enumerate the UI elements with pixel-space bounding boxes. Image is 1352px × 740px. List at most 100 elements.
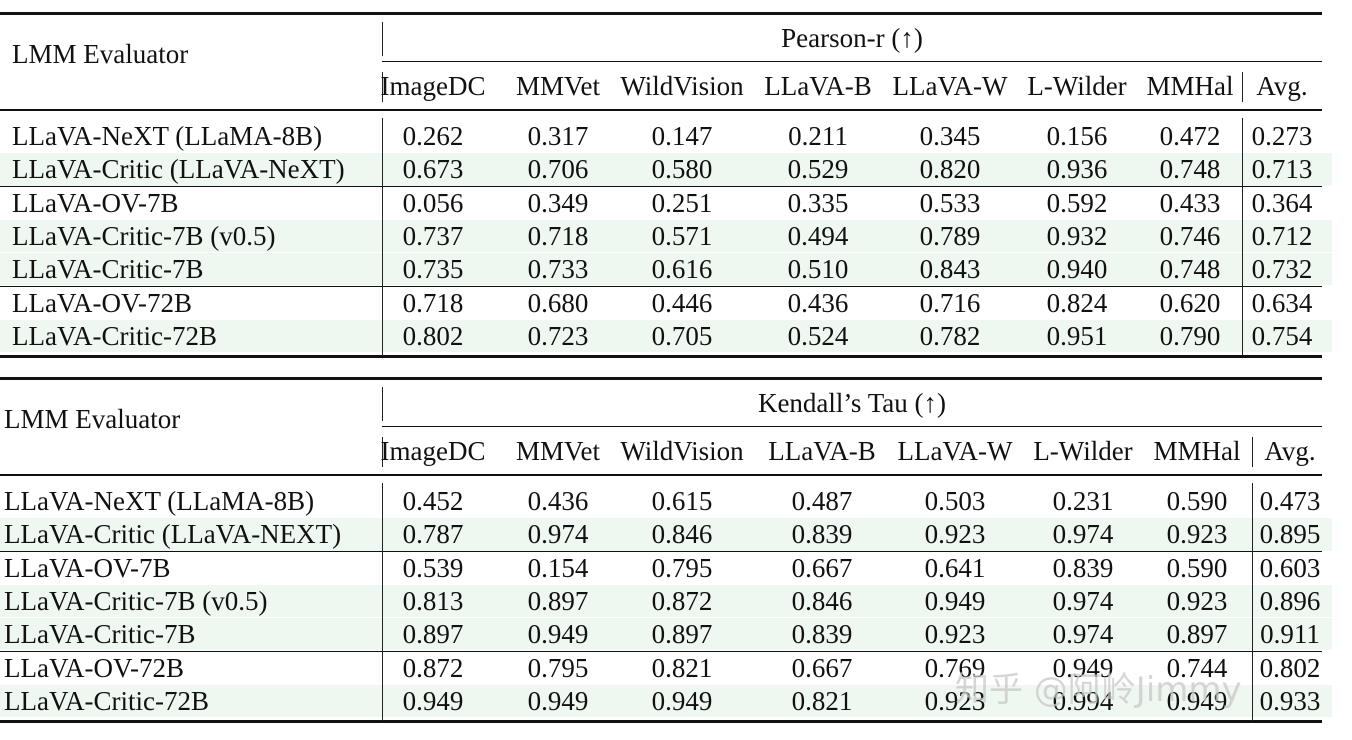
row-highlight <box>380 319 1332 353</box>
table-row: LLaVA-OV-72B 0.718 0.680 0.446 0.436 0.716 0.8… <box>0 287 1332 320</box>
table-row: LLaVA-OV-72B 0.872 0.795 0.821 0.667 0.769 0.9… <box>0 652 1332 685</box>
row-highlight <box>0 518 380 551</box>
column-header: ImageDC <box>380 436 486 466</box>
model-name: LLaVA-NeXT (LLaMA-8B) <box>4 486 315 516</box>
bottom-rule <box>0 720 1322 723</box>
score-cell: 0.824 <box>1046 287 1108 318</box>
score-cell: 0.795 <box>651 552 713 583</box>
table-row: LLaVA-NeXT (LLaMA-8B) 0.262 0.317 0.147 0.21… <box>0 120 1332 153</box>
score-cell: 0.473 <box>1259 486 1321 516</box>
table-row: LLaVA-Critic-7B 0.897 0.949 0.897 0.839 0.923… <box>0 618 1332 651</box>
bottom-rule <box>0 355 1322 358</box>
score-cell: 0.723 <box>527 320 589 351</box>
score-cell: 0.620 <box>1159 287 1221 318</box>
column-header: ImageDC <box>380 71 486 101</box>
row-highlight <box>0 253 380 286</box>
column-header: L-Wilder <box>1033 436 1133 466</box>
model-name: LLaVA-Critic (LLaVA-NEXT) <box>4 519 342 550</box>
score-cell: 0.335 <box>787 187 849 218</box>
score-cell: 0.718 <box>402 287 464 318</box>
score-cell: 0.787 <box>402 519 464 550</box>
row-highlight <box>380 618 1332 651</box>
score-cell: 0.349 <box>527 187 589 218</box>
score-cell: 0.524 <box>787 320 849 351</box>
score-cell: 0.503 <box>924 486 986 516</box>
score-cell: 0.603 <box>1259 552 1321 583</box>
score-cell: 0.533 <box>919 187 981 218</box>
score-cell: 0.571 <box>651 220 713 251</box>
score-cell: 0.345 <box>919 121 981 151</box>
table-row: LLaVA-Critic-7B (v0.5) 0.737 0.718 0.571 0.4… <box>0 220 1332 253</box>
score-cell: 0.872 <box>651 585 713 616</box>
score-cell: 0.744 <box>1166 652 1228 683</box>
group-rule <box>0 185 1322 187</box>
score-cell: 0.795 <box>527 652 589 683</box>
score-cell: 0.895 <box>1259 519 1321 550</box>
score-cell: 0.839 <box>1052 552 1114 583</box>
table-row: LLaVA-NeXT (LLaMA-8B) 0.452 0.436 0.615 0.48… <box>0 485 1332 518</box>
score-cell: 0.951 <box>1046 320 1108 351</box>
group-rule <box>0 650 1322 652</box>
column-vline <box>382 437 383 467</box>
score-cell: 0.667 <box>791 552 853 583</box>
model-name: LLaVA-Critic (LLaVA-NeXT) <box>12 154 345 185</box>
column-header: LLaVA-W <box>897 436 1013 466</box>
avg-vline <box>1252 437 1253 467</box>
score-cell: 0.529 <box>787 154 849 185</box>
row-highlight <box>0 219 380 253</box>
model-name: LLaVA-OV-72B <box>12 287 192 318</box>
score-cell: 0.748 <box>1159 154 1221 185</box>
score-cell: 0.211 <box>788 121 848 151</box>
group-rule <box>0 550 1322 552</box>
column-header: L-Wilder <box>1027 71 1127 101</box>
score-cell: 0.802 <box>1259 652 1321 683</box>
score-cell: 0.897 <box>527 585 589 616</box>
score-cell: 0.911 <box>1260 619 1320 650</box>
score-cell: 0.147 <box>651 121 713 151</box>
model-name: LLaVA-Critic-7B <box>4 619 196 650</box>
score-cell: 0.737 <box>402 220 464 251</box>
score-cell: 0.718 <box>527 220 589 251</box>
score-cell: 0.251 <box>651 187 713 218</box>
score-cell: 0.706 <box>527 154 589 185</box>
score-cell: 0.949 <box>1052 652 1114 683</box>
model-name: LLaVA-OV-72B <box>4 652 184 683</box>
row-highlight <box>380 684 1332 718</box>
column-header: MMVet <box>515 436 600 466</box>
score-cell: 0.872 <box>402 652 464 683</box>
header-rule <box>0 109 1322 111</box>
metric-vline <box>382 387 383 421</box>
score-cell: 0.713 <box>1251 154 1313 185</box>
score-cell: 0.634 <box>1251 287 1313 318</box>
score-cell: 0.923 <box>924 519 986 550</box>
row-highlight <box>0 618 380 651</box>
score-cell: 0.487 <box>791 486 853 516</box>
row-highlight <box>0 153 380 186</box>
score-cell: 0.949 <box>651 685 713 716</box>
score-cell: 0.839 <box>791 619 853 650</box>
score-cell: 0.949 <box>527 685 589 716</box>
score-cell: 0.273 <box>1251 121 1313 151</box>
score-cell: 0.735 <box>402 254 464 285</box>
score-cell: 0.733 <box>527 254 589 285</box>
score-cell: 0.716 <box>919 287 981 318</box>
column-header: Avg. <box>1256 71 1308 101</box>
row-highlight <box>380 518 1332 551</box>
score-cell: 0.949 <box>1166 685 1228 716</box>
score-cell: 0.897 <box>651 619 713 650</box>
score-cell: 0.994 <box>1052 685 1114 716</box>
table-row: LLaVA-Critic-72B 0.949 0.949 0.949 0.821 0.92… <box>0 685 1332 718</box>
top-rule <box>0 12 1322 15</box>
table-row: LLaVA-Critic (LLaVA-NeXT) 0.673 0.706 0.580… <box>0 153 1332 186</box>
score-cell: 0.680 <box>527 287 589 318</box>
metric-rule <box>382 61 1322 62</box>
score-cell: 0.790 <box>1159 320 1221 351</box>
score-cell: 0.896 <box>1259 585 1321 616</box>
table-2: LMM Evaluator Kendall’s Tau (↑) ImageDC MMV… <box>0 377 1332 727</box>
score-cell: 0.974 <box>1052 519 1114 550</box>
column-header: LLaVA-W <box>892 71 1008 101</box>
score-cell: 0.364 <box>1251 187 1313 218</box>
score-cell: 0.949 <box>402 685 464 716</box>
column-header: LLaVA-B <box>764 71 872 101</box>
column-header: MMHal <box>1146 71 1234 101</box>
